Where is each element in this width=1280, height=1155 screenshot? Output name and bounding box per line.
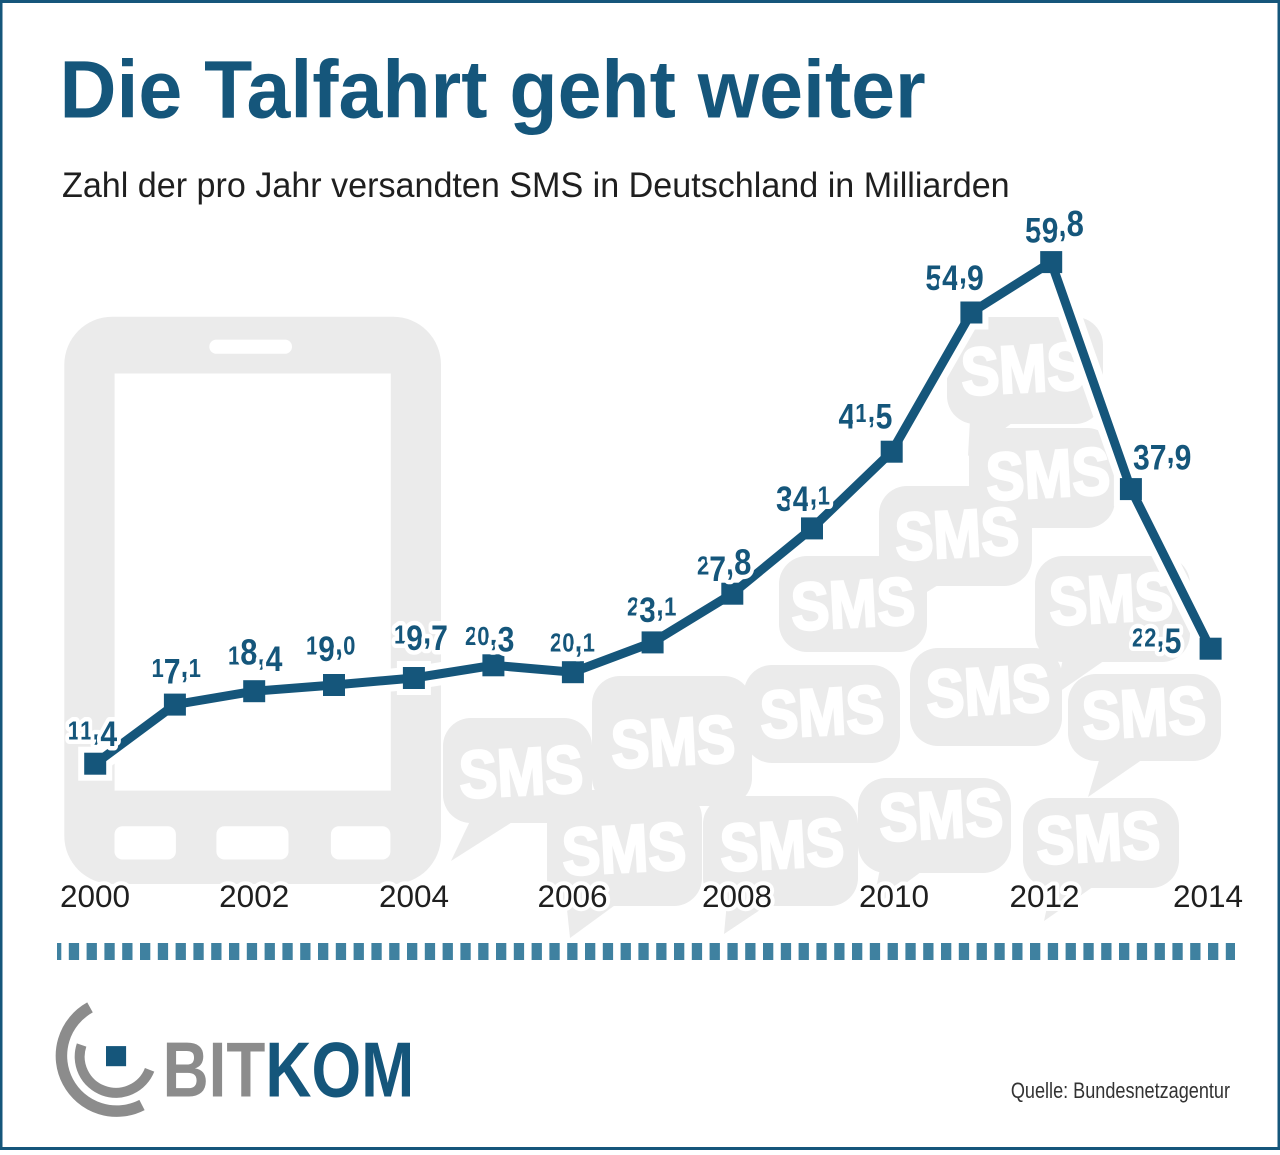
svg-text:SMS: SMS: [457, 733, 585, 814]
svg-text:SMS: SMS: [893, 495, 1021, 576]
svg-text:27,8: 27,8: [697, 542, 751, 588]
svg-text:SMS: SMS: [718, 806, 846, 887]
svg-text:22,5: 22,5: [1132, 615, 1181, 660]
svg-text:41,5: 41,5: [839, 391, 893, 436]
svg-text:2008: 2008: [702, 878, 772, 914]
svg-text:34,1: 34,1: [776, 473, 830, 518]
svg-text:Zahl der pro Jahr versandten S: Zahl der pro Jahr versandten SMS in Deut…: [62, 165, 1010, 205]
svg-text:SMS: SMS: [789, 565, 917, 646]
svg-text:2012: 2012: [1009, 878, 1079, 914]
svg-text:Die Talfahrt geht weiter: Die Talfahrt geht weiter: [60, 44, 926, 136]
svg-text:SMS: SMS: [924, 652, 1052, 733]
svg-text:SMS: SMS: [609, 703, 737, 784]
svg-text:BITKOM: BITKOM: [163, 1026, 415, 1114]
svg-text:SMS: SMS: [560, 810, 688, 891]
svg-text:2014: 2014: [1173, 878, 1243, 914]
svg-text:37,9: 37,9: [1133, 432, 1191, 477]
svg-text:19,7: 19,7: [394, 612, 448, 657]
svg-text:23,1: 23,1: [627, 584, 676, 629]
svg-text:2006: 2006: [537, 878, 607, 914]
svg-text:SMS: SMS: [877, 776, 1005, 857]
svg-text:17,1: 17,1: [152, 646, 201, 691]
svg-text:SMS: SMS: [758, 673, 886, 754]
svg-text:SMS: SMS: [984, 435, 1112, 516]
svg-text:2010: 2010: [859, 878, 929, 914]
svg-text:2004: 2004: [379, 878, 449, 914]
svg-text:19,0: 19,0: [306, 623, 355, 668]
svg-text:2002: 2002: [219, 878, 289, 914]
svg-text:20,3: 20,3: [465, 614, 514, 659]
svg-text:59,8: 59,8: [1025, 204, 1084, 250]
svg-text:2000: 2000: [60, 878, 130, 914]
svg-text:20,1: 20,1: [550, 620, 595, 659]
svg-text:54,9: 54,9: [925, 252, 983, 297]
svg-text:18,4: 18,4: [228, 632, 283, 678]
svg-text:SMS: SMS: [1034, 799, 1162, 880]
svg-text:SMS: SMS: [959, 330, 1087, 411]
svg-text:Quelle: Bundesnetzagentur: Quelle: Bundesnetzagentur: [1011, 1080, 1230, 1104]
svg-text:SMS: SMS: [1080, 674, 1208, 755]
svg-text:SMS: SMS: [1047, 560, 1175, 641]
